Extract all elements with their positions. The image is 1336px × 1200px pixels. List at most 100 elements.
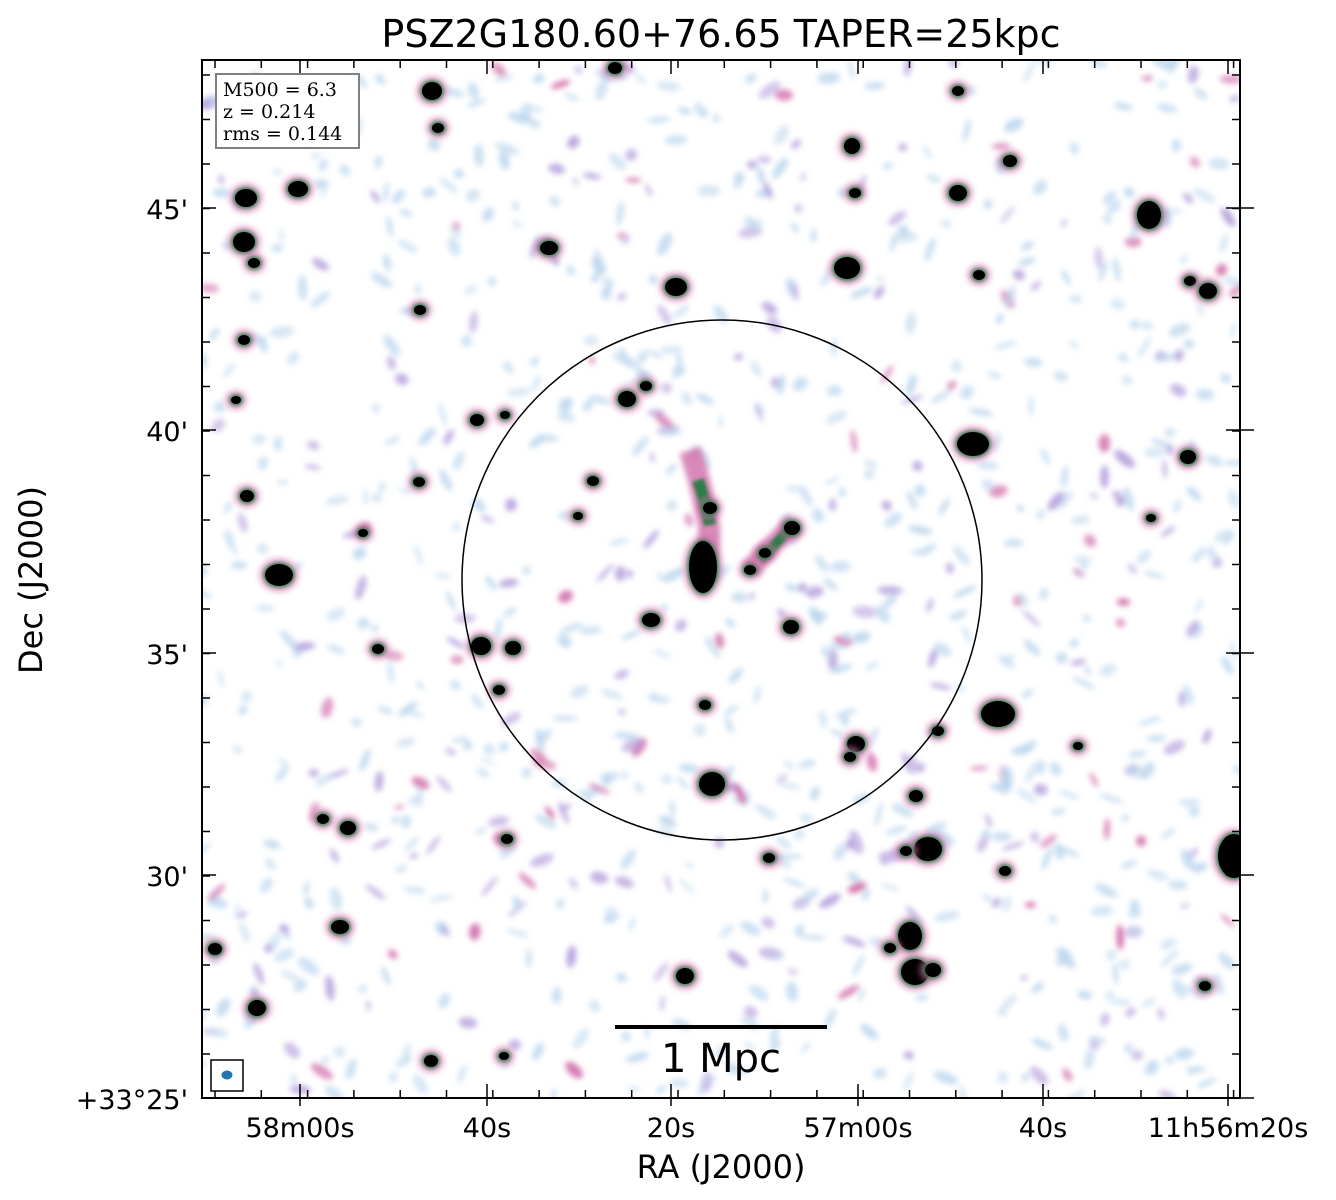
noise-blob — [274, 167, 281, 176]
noise-blob — [1221, 656, 1234, 675]
radio-source — [311, 808, 335, 830]
noise-blob — [518, 872, 537, 889]
noise-blob — [395, 865, 408, 873]
noise-blob — [625, 148, 638, 161]
radio-source — [683, 535, 723, 599]
noise-blob — [469, 311, 478, 334]
noise-blob — [259, 877, 273, 893]
noise-blob — [983, 893, 991, 902]
noise-blob — [320, 178, 330, 198]
noise-blob — [1189, 156, 1201, 168]
noise-blob — [371, 838, 392, 850]
noise-blob — [1087, 1036, 1107, 1044]
noise-blob — [776, 835, 791, 850]
radio-source — [919, 957, 947, 983]
noise-blob — [793, 829, 805, 840]
noise-blob — [1143, 447, 1165, 458]
noise-blob — [1040, 448, 1051, 465]
noise-blob — [898, 143, 908, 152]
noise-blob — [1004, 117, 1024, 133]
noise-blob — [1173, 499, 1182, 514]
noise-blob — [397, 701, 418, 717]
noise-blob — [646, 409, 665, 416]
noise-blob — [620, 630, 641, 641]
x-tick-label: 40s — [463, 1113, 511, 1144]
noise-blob — [1184, 339, 1195, 349]
noise-blob — [799, 813, 814, 824]
noise-blob — [816, 72, 841, 84]
noise-blob — [750, 360, 762, 377]
noise-blob — [1025, 760, 1039, 784]
noise-blob — [874, 802, 883, 827]
noise-blob — [685, 862, 694, 868]
noise-blob — [1142, 998, 1156, 1008]
noise-blob — [1098, 434, 1111, 453]
noise-blob — [938, 498, 950, 516]
radio-source — [408, 299, 432, 321]
noise-blob — [273, 435, 283, 452]
noise-blob — [840, 715, 850, 727]
noise-blob — [889, 232, 897, 252]
radio-source — [908, 831, 948, 867]
noise-blob — [713, 305, 729, 323]
noise-blob — [1171, 963, 1193, 975]
noise-blob — [1160, 525, 1176, 538]
noise-blob — [1120, 860, 1138, 869]
noise-blob — [1083, 534, 1097, 548]
radio-source — [967, 264, 991, 286]
noise-blob — [712, 113, 721, 123]
noise-blob — [333, 1046, 346, 1058]
x-tick-label: 40s — [1019, 1113, 1067, 1144]
noise-blob — [734, 353, 743, 361]
noise-blob — [1102, 191, 1116, 204]
noise-blob — [532, 758, 557, 770]
noise-blob — [1115, 618, 1126, 628]
noise-blob — [233, 745, 243, 754]
noise-blob — [411, 776, 430, 790]
noise-blob — [506, 387, 532, 397]
noise-blob — [230, 560, 248, 570]
noise-blob — [297, 957, 320, 976]
noise-blob — [314, 772, 333, 787]
noise-blob — [572, 1027, 590, 1049]
radio-source — [334, 815, 362, 841]
noise-blob — [472, 497, 486, 513]
noise-blob — [657, 304, 672, 326]
noise-blob — [422, 187, 437, 198]
noise-blob — [815, 554, 829, 573]
noise-blob — [977, 461, 1000, 470]
noise-blob — [1094, 246, 1103, 270]
noise-blob — [761, 301, 778, 315]
noise-blob — [797, 582, 808, 593]
noise-blob — [464, 285, 477, 295]
noise-blob — [1185, 1066, 1208, 1072]
noise-blob — [952, 546, 970, 566]
noise-blob — [533, 73, 545, 84]
noise-blob — [987, 371, 1002, 379]
noise-blob — [1174, 348, 1184, 362]
noise-blob — [1129, 899, 1140, 913]
noise-blob — [952, 585, 977, 599]
noise-blob — [671, 367, 686, 379]
noise-blob — [284, 1042, 300, 1059]
noise-blob — [389, 1071, 398, 1083]
radio-source — [636, 607, 666, 633]
noise-blob — [912, 460, 923, 472]
noise-blob — [1031, 1038, 1053, 1050]
noise-blob — [756, 155, 772, 164]
noise-blob — [392, 189, 406, 204]
noise-blob — [1003, 538, 1024, 547]
noise-blob — [258, 456, 268, 471]
noise-blob — [1089, 772, 1099, 788]
noise-blob — [434, 572, 452, 579]
noise-blob — [595, 79, 608, 101]
noise-blob — [365, 1000, 372, 1012]
noise-blob — [1178, 799, 1201, 806]
noise-blob — [315, 179, 326, 189]
noise-blob — [303, 881, 310, 896]
noise-blob — [505, 498, 517, 512]
noise-blob — [1195, 388, 1215, 401]
noise-blob — [620, 849, 636, 870]
noise-blob — [1146, 869, 1169, 881]
noise-blob — [1156, 103, 1178, 113]
